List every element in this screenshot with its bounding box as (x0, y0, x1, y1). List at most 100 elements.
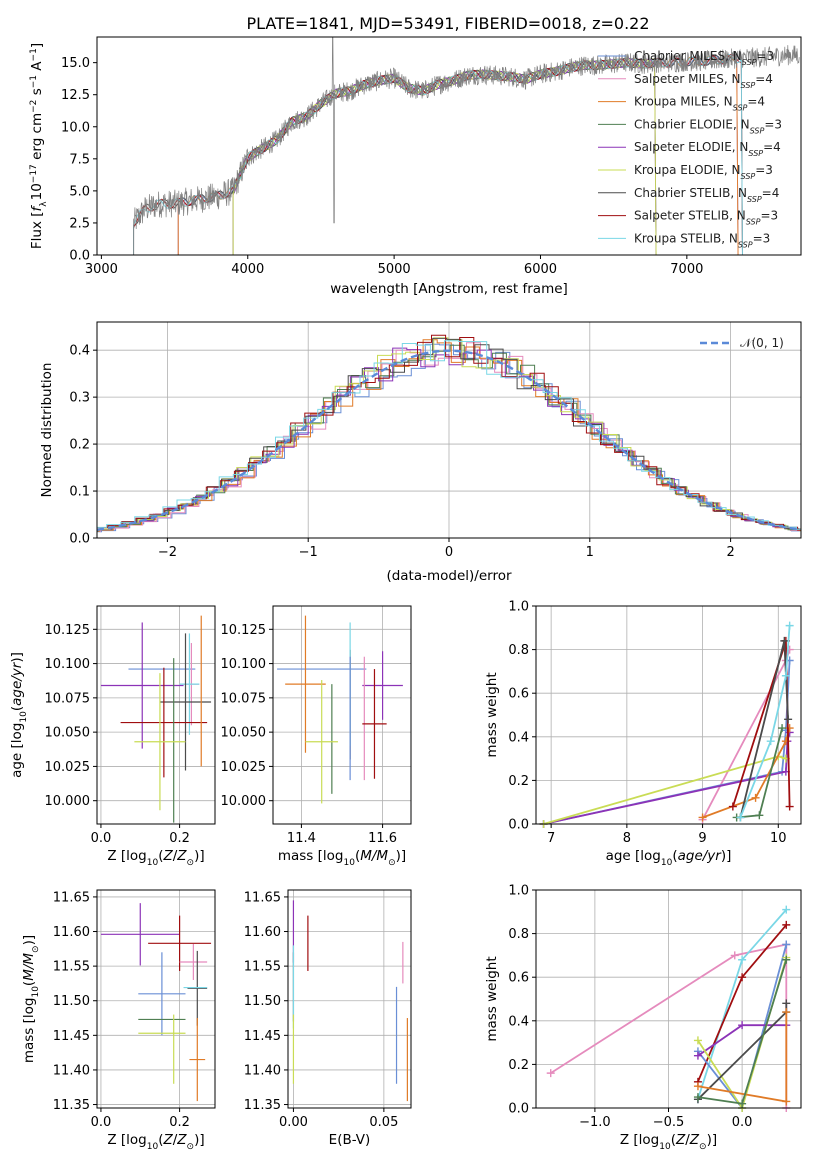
weight-marker (693, 1082, 702, 1091)
errorbar-point (100, 903, 180, 966)
spectrum-plot-area (133, 37, 800, 255)
y-tick-label: 1.0 (508, 884, 529, 899)
x-axis-label: mass [log10(M/M⊙)] (278, 848, 406, 868)
legend-entry: Chabrier STELIB, NSSP=4 (634, 186, 779, 204)
y-tick-label: 0.4 (508, 730, 529, 745)
weight-marker (730, 951, 739, 960)
weight-line (543, 755, 787, 825)
x-tick-label: 8 (623, 831, 631, 846)
x-tick-label: 3000 (85, 262, 118, 277)
errorbar-point (305, 680, 338, 804)
x-tick-label: 6000 (524, 262, 557, 277)
axes-frame (535, 605, 802, 825)
mass-weight-vs-metallicity-panel: −1.0 −0.5 0.0 0.0 0.2 0.4 0.6 0.8 1.0 Z [log10(Z/… (484, 884, 802, 1152)
errorbar-point (179, 633, 200, 735)
y-tick-label: 0.2 (508, 774, 529, 789)
weight-series (736, 636, 793, 822)
weight-marker (785, 621, 794, 630)
y-tick-label: 11.50 (53, 994, 90, 1009)
y-tick-label: 10.075 (45, 691, 91, 706)
weight-marker (751, 793, 760, 802)
errorbar-point (187, 950, 208, 1026)
y-tick-label: 15.0 (61, 56, 90, 71)
x-tick-label: −1.0 (579, 1115, 611, 1130)
weight-marker (738, 1021, 747, 1030)
x-axis-label: (data-model)/error (386, 568, 512, 584)
y-tick-label: 10.025 (221, 760, 267, 775)
y-tick-label: 10.050 (45, 726, 91, 741)
weight-series (693, 955, 791, 1108)
legend-entry: Chabrier MILES, NSSP=3 (634, 49, 774, 67)
residual-histogram (97, 343, 801, 533)
weight-marker (785, 802, 794, 811)
legend-entry: Salpeter ELODIE, NSSP=4 (634, 140, 781, 158)
errorbar-point (134, 673, 186, 811)
errorbar-area (292, 900, 408, 1102)
errorbar-point (138, 952, 186, 1036)
y-axis-label: mass weight (484, 672, 500, 757)
y-axis-label: Normed distribution (39, 363, 55, 498)
y-tick-label: 0.4 (69, 344, 90, 359)
y-tick-label: 11.45 (53, 1029, 90, 1044)
x-tick-label: −1 (299, 545, 318, 560)
weight-marker (766, 737, 775, 746)
x-tick-label: 0 (445, 545, 453, 560)
age-vs-metallicity-panel: 0.0 0.2 10.000 10.025 10.050 10.075 10.100 10.1… (9, 605, 216, 868)
grid-lines (536, 605, 801, 825)
weight-marker (782, 955, 791, 964)
x-axis-label: Z [log10(Z/Z⊙)] (620, 1132, 717, 1152)
y-tick-label: 0.2 (508, 1058, 529, 1073)
weight-marker (782, 940, 791, 949)
axes-frame (287, 889, 412, 1109)
model-spectrum-line (232, 58, 657, 255)
residual-plot-area (97, 334, 801, 533)
errorbar-point (100, 622, 184, 749)
errorbar-area (277, 615, 403, 804)
x-axis-label: E(B-V) (329, 1132, 371, 1148)
mass-vs-metallicity-panel: 0.0 0.2 11.35 11.40 11.45 11.50 11.55 11.60 11.6… (21, 889, 216, 1152)
y-tick-label: 5.0 (69, 184, 90, 199)
y-tick-label: 10.0 (61, 120, 90, 135)
errorbar-point (120, 667, 208, 778)
weight-marker (738, 973, 747, 982)
y-tick-label: 11.60 (244, 925, 281, 940)
weight-marker (698, 813, 707, 822)
y-tick-label: 11.65 (53, 890, 90, 905)
spectrum-panel: 3000 4000 5000 6000 7000 0.0 2.5 5.0 7.5 10.0 12.5… (29, 36, 802, 297)
y-tick-label: 7.5 (69, 152, 90, 167)
errorbar-point (159, 633, 212, 771)
y-tick-label: 11.55 (53, 960, 90, 975)
model-spectrum-line (232, 57, 657, 255)
x-tick-label: 0.0 (732, 1115, 753, 1130)
y-tick-label: 0.0 (508, 818, 529, 833)
axes-frame (96, 605, 216, 825)
y-tick-label: 11.35 (53, 1098, 90, 1113)
y-tick-label: 0.8 (508, 643, 529, 658)
weight-marker (782, 999, 791, 1008)
weight-marker (784, 715, 793, 724)
weight-marker (693, 1051, 702, 1060)
weight-series (539, 656, 794, 828)
x-tick-label: 0.2 (169, 831, 190, 846)
mass-vs-ebv-panel: 0.00 0.05 11.35 11.40 11.45 11.50 11.55 11.60 11… (244, 889, 412, 1148)
y-tick-label: 10.125 (221, 623, 267, 638)
weight-marker (738, 1099, 747, 1108)
errorbar-point (148, 915, 212, 971)
line-area (539, 621, 794, 828)
weight-marker (755, 811, 764, 820)
y-axis-label: Flux [fλ10−17 erg cm−2 s−1 A−1] (29, 43, 49, 249)
y-tick-label: 0.1 (69, 485, 90, 500)
weight-marker (778, 724, 787, 733)
grid-lines (288, 890, 411, 1108)
y-tick-label: 11.40 (53, 1063, 90, 1078)
legend-entry: Salpeter MILES, NSSP=4 (634, 72, 773, 90)
y-tick-label: 11.40 (244, 1063, 281, 1078)
errorbar-point (189, 1018, 206, 1102)
axes-frame (96, 321, 802, 539)
axes-frame (535, 889, 802, 1109)
figure-title: PLATE=1841, MJD=53491, FIBERID=0018, z=0… (246, 14, 649, 33)
mass-weight-vs-age-panel: 7 8 9 10 0.0 0.2 0.4 0.6 0.8 1.0 age [log10(age/yr… (484, 600, 802, 868)
x-tick-label: 7 (547, 831, 555, 846)
grid-lines (536, 889, 801, 1109)
